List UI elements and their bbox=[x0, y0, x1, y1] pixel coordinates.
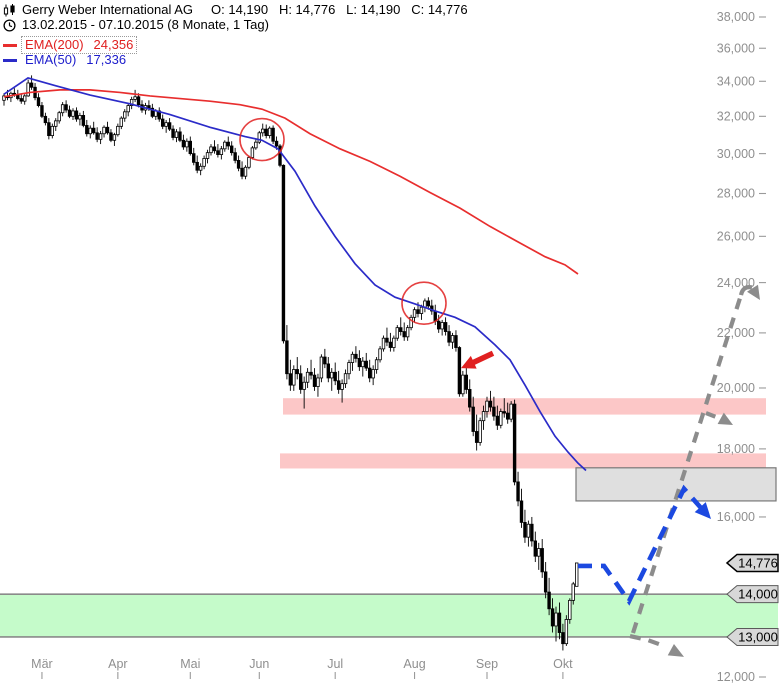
ema200-line bbox=[3, 88, 579, 275]
x-axis-label: Okt bbox=[553, 657, 573, 671]
y-axis-label: 26,000 bbox=[717, 230, 755, 244]
resistance-band-2 bbox=[280, 453, 766, 469]
price-tag bbox=[726, 585, 779, 604]
resistance-band-1 bbox=[283, 398, 766, 415]
price-tag-label: 14,776 bbox=[738, 555, 778, 570]
x-axis-label: Sep bbox=[476, 657, 498, 671]
y-axis-label: 32,000 bbox=[717, 110, 755, 124]
red-arrow-annotation bbox=[461, 350, 495, 369]
price-tag bbox=[726, 627, 779, 646]
date-range: 13.02.2015 - 07.10.2015 (8 Monate, 1 Tag… bbox=[22, 17, 269, 32]
instrument-name: Gerry Weber International AG bbox=[22, 2, 194, 17]
y-axis-label: 30,000 bbox=[717, 147, 755, 161]
gray-projection-arrow-branch bbox=[705, 411, 733, 425]
gray-projection-arrow-up bbox=[630, 284, 760, 634]
y-axis-label: 12,000 bbox=[717, 670, 755, 684]
ema200-legend[interactable]: EMA(200) 24,356 bbox=[3, 36, 138, 54]
y-axis-label: 22,000 bbox=[717, 326, 755, 340]
x-axis-label: Apr bbox=[108, 657, 127, 671]
ema200-key-icon bbox=[3, 43, 17, 47]
y-axis-label: 18,000 bbox=[717, 442, 755, 456]
ohlc-values: O: 14,190 H: 14,776 L: 14,190 C: 14,776 bbox=[211, 2, 468, 17]
x-axis-label: Aug bbox=[403, 657, 425, 671]
candlestick-chart-icon bbox=[3, 3, 16, 17]
candles-layer bbox=[2, 75, 579, 651]
ema50-line bbox=[3, 76, 587, 472]
support-zone-green bbox=[0, 593, 778, 638]
y-axis-label: 38,000 bbox=[717, 10, 755, 24]
blue-projection-arrow bbox=[578, 484, 711, 606]
x-axis-labels: Mär Apr Mai Jun Jul Aug Sep Okt bbox=[31, 657, 573, 679]
x-axis-label: Jul bbox=[327, 657, 343, 671]
y-axis-label: 16,000 bbox=[717, 510, 755, 524]
ema200-label: EMA(200) bbox=[25, 37, 84, 52]
ema200-value: 24,356 bbox=[93, 37, 134, 52]
y-axis-label: 36,000 bbox=[717, 41, 755, 55]
x-axis-label: Mär bbox=[31, 657, 53, 671]
ema50-value: 17,336 bbox=[86, 52, 127, 67]
price-tag-label: 14,000 bbox=[738, 587, 778, 602]
clock-icon bbox=[3, 18, 16, 32]
y-axis-label: 28,000 bbox=[717, 187, 755, 201]
ema50-legend[interactable]: EMA(50) 17,336 bbox=[3, 53, 128, 67]
red-circle-annotations bbox=[239, 117, 447, 325]
price-tags: 14,776 14,000 13,000 bbox=[725, 553, 779, 646]
x-axis-label: Jun bbox=[249, 657, 269, 671]
x-axis-label: Mai bbox=[180, 657, 200, 671]
price-tag bbox=[725, 553, 779, 573]
ema50-label: EMA(50) bbox=[25, 52, 77, 67]
y-axis-label: 20,000 bbox=[717, 381, 755, 395]
chart-header: Gerry Weber International AG O: 14,190 H:… bbox=[3, 3, 468, 17]
y-axis-labels: 38,000 36,000 34,000 32,000 30,000 28,000 26,0… bbox=[717, 10, 766, 684]
chart-period-row: 13.02.2015 - 07.10.2015 (8 Monate, 1 Tag… bbox=[3, 18, 269, 32]
y-axis-label: 24,000 bbox=[717, 276, 755, 290]
price-tag-label: 13,000 bbox=[738, 629, 778, 644]
gray-projection-arrow-down bbox=[629, 634, 684, 657]
ema50-key-icon bbox=[3, 58, 17, 62]
y-axis-label: 34,000 bbox=[717, 74, 755, 88]
